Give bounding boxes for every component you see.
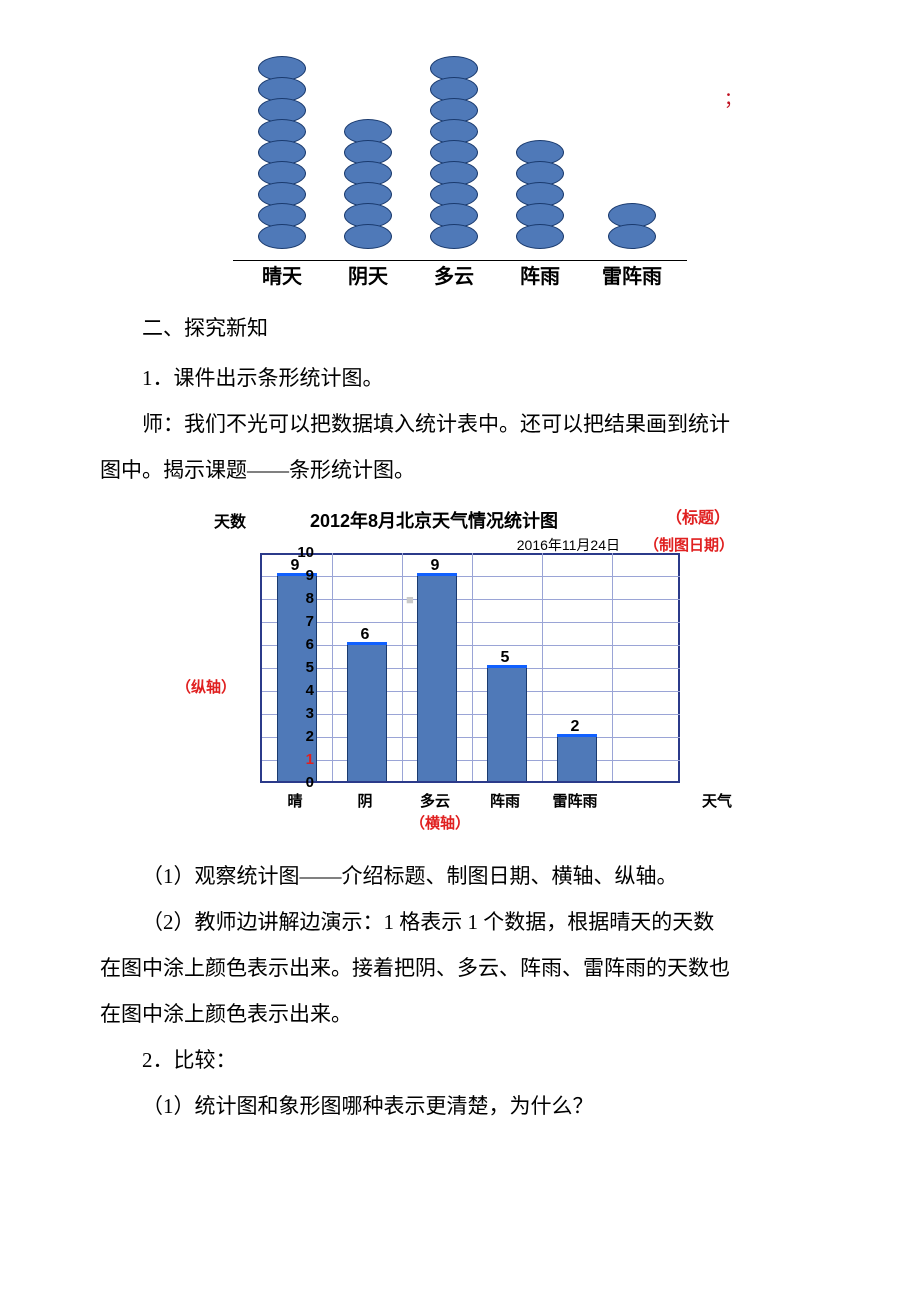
bar (557, 735, 597, 781)
x-tick: 雷阵雨 (545, 787, 605, 817)
item-1: 1．课件出示条形统计图。 (100, 357, 820, 399)
bar-value-label: 9 (415, 558, 455, 574)
pictograph-column: 阵雨 (516, 144, 564, 297)
y-tick: 3 (284, 706, 314, 721)
pictograph-column: 晴天 (258, 60, 306, 297)
bar-chart: 天数 2012年8月北京天气情况统计图 （标题） 2016年11月24日 （制图… (180, 503, 740, 843)
pictograph-ellipse (344, 224, 392, 249)
bar (417, 574, 457, 781)
watermark: ■ (406, 593, 414, 606)
pictograph-column: 多云 (430, 60, 478, 297)
pictograph-chart: ； 晴天 阴天 多云 阵雨 雷阵雨 (100, 60, 820, 297)
stray-mark: ； (724, 90, 742, 108)
item-2: 2．比较： (100, 1039, 820, 1081)
bar-value-label: 9 (275, 558, 315, 574)
y-tick: 1 (284, 752, 314, 767)
y-tick: 2 (284, 729, 314, 744)
x-tick: 阵雨 (475, 787, 535, 817)
pictograph-column: 阴天 (344, 123, 392, 297)
x-axis-label: 天气 (702, 787, 732, 817)
y-axis-label: 天数 (214, 507, 246, 539)
pictograph-label: 阵雨 (520, 257, 560, 297)
y-tick: 7 (284, 614, 314, 629)
teacher-line-2: 图中。揭示课题——条形统计图。 (100, 449, 820, 491)
pictograph-label: 多云 (434, 257, 474, 297)
bar (347, 643, 387, 781)
pictograph-label: 阴天 (348, 257, 388, 297)
pictograph-ellipse (516, 224, 564, 249)
plot-area (260, 553, 680, 783)
compare-1: （1）统计图和象形图哪种表示更清楚，为什么？ (100, 1085, 820, 1127)
bar-value-label: 2 (555, 719, 595, 735)
bar-chart-wrap: 天数 2012年8月北京天气情况统计图 （标题） 2016年11月24日 （制图… (100, 503, 820, 843)
pictograph-label: 雷阵雨 (602, 257, 662, 297)
x-tick: 阴 (335, 787, 395, 817)
observation-2-l3: 在图中涂上颜色表示出来。 (100, 993, 820, 1035)
pictograph-label: 晴天 (262, 257, 302, 297)
observation-2-l1: （2）教师边讲解边演示：1 格表示 1 个数据，根据晴天的天数 (100, 901, 820, 943)
bar (487, 666, 527, 781)
observation-2-l2: 在图中涂上颜色表示出来。接着把阴、多云、阵雨、雷阵雨的天数也 (100, 947, 820, 989)
bar-value-label: 6 (345, 627, 385, 643)
bar-value-label: 5 (485, 650, 525, 666)
pictograph-column: 雷阵雨 (602, 207, 662, 297)
pictograph-ellipse (430, 224, 478, 249)
x-tick: 晴 (265, 787, 325, 817)
y-tick: 8 (284, 591, 314, 606)
teacher-line-1: 师：我们不光可以把数据填入统计表中。还可以把结果画到统计 (100, 403, 820, 445)
y-tick: 5 (284, 660, 314, 675)
pictograph-ellipse (608, 224, 656, 249)
pictograph-ellipse (258, 224, 306, 249)
observation-1: （1）观察统计图——介绍标题、制图日期、横轴、纵轴。 (100, 855, 820, 897)
y-tick: 6 (284, 637, 314, 652)
y-axis-annotation: （纵轴） (176, 673, 236, 703)
document-body: ； 晴天阴天多云阵雨雷阵雨 二、探究新知 1．课件出示条形统计图。 师：我们不光… (0, 60, 920, 1127)
y-tick: 4 (284, 683, 314, 698)
section-heading: 二、探究新知 (100, 307, 820, 349)
x-tick: 多云 (405, 787, 465, 817)
